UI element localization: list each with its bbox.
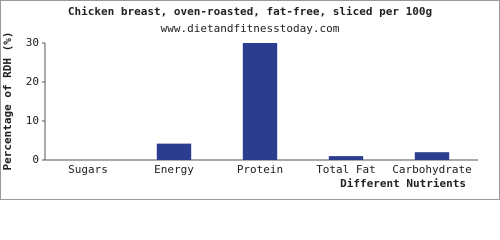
y-tick-label: 10 <box>26 114 39 127</box>
bar <box>328 156 364 160</box>
x-tick-label: Sugars <box>68 163 108 176</box>
page: Chicken breast, oven-roasted, fat-free, … <box>0 0 500 200</box>
bar <box>414 152 450 160</box>
x-tick-label: Total Fat <box>316 163 376 176</box>
y-tick-label: 0 <box>32 153 39 166</box>
bar <box>242 43 278 160</box>
x-tick-label: Carbohydrate <box>392 163 471 176</box>
x-tick-label: Protein <box>237 163 283 176</box>
y-axis-label: Percentage of RDH (%) <box>1 31 14 170</box>
bar <box>156 143 192 160</box>
y-tick-label: 30 <box>26 36 39 49</box>
chart-subtitle: www.dietandfitnesstoday.com <box>161 22 340 35</box>
chart: Chicken breast, oven-roasted, fat-free, … <box>0 0 500 200</box>
chart-title: Chicken breast, oven-roasted, fat-free, … <box>68 5 432 18</box>
x-tick-label: Energy <box>154 163 194 176</box>
y-tick-label: 20 <box>26 75 39 88</box>
x-axis-label: Different Nutrients <box>340 177 466 190</box>
